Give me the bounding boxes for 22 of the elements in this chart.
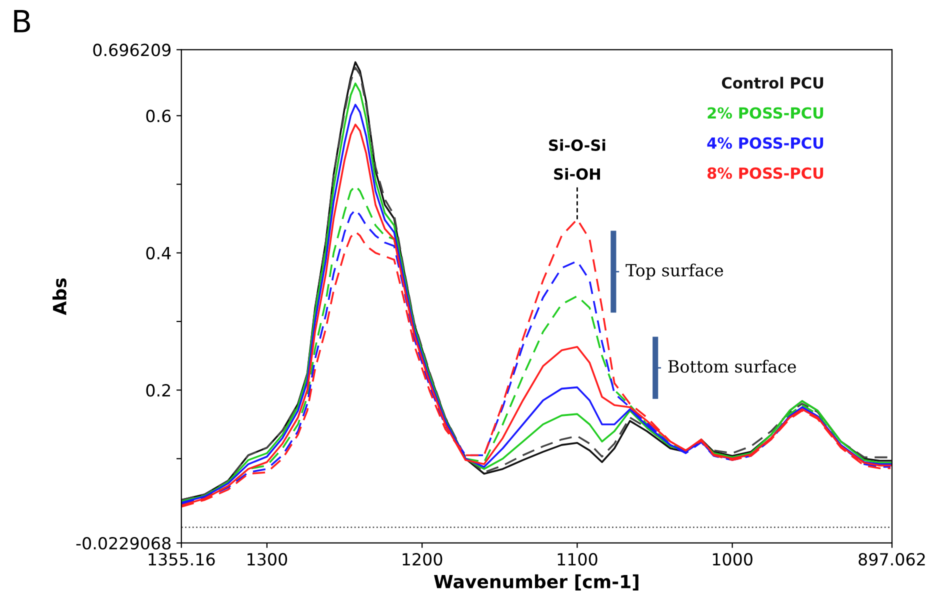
x-tick-label: 1000 xyxy=(712,552,752,566)
y-tick-label: 0.6 xyxy=(146,110,171,122)
annotation: Si-OH xyxy=(554,168,600,180)
x-tick-label: 1300 xyxy=(248,552,288,566)
annotation: Si-O-Si xyxy=(549,139,606,151)
text: B xyxy=(14,10,30,32)
y-axis-title: Abs xyxy=(52,278,66,316)
y-tick-label: 0.4 xyxy=(146,246,171,260)
y-tick-label: -0.0229068 xyxy=(76,536,171,550)
y-tick-label: 0.696209 xyxy=(93,44,170,56)
annotation: Bottom surface xyxy=(668,360,796,373)
annotation: Top surface xyxy=(626,264,724,280)
x-tick-label: 1355.16 xyxy=(148,552,215,566)
text: Control PCU xyxy=(722,76,824,89)
x-tick-label: 1200 xyxy=(402,552,442,566)
text: 4% POSS-PCU xyxy=(707,137,824,149)
y-tick-label: 0.2 xyxy=(146,384,170,397)
x-tick-label: 1100 xyxy=(558,552,598,566)
x-tick-label: 897.062 xyxy=(858,552,925,566)
text: 8% POSS-PCU xyxy=(708,167,824,179)
x-axis-title: Wavenumber [cm-1] xyxy=(434,574,638,590)
text: 2% POSS-PCU xyxy=(708,107,824,119)
